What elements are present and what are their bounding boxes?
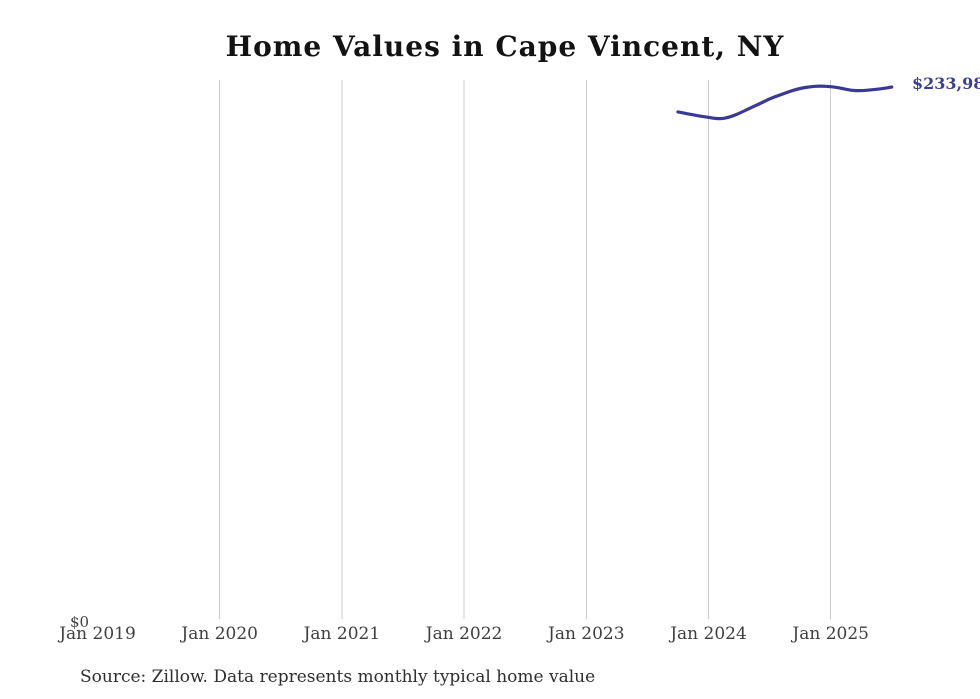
x-tick-label: Jan 2022 xyxy=(425,624,503,644)
x-tick-label: Jan 2021 xyxy=(303,624,381,644)
year-gridlines xyxy=(219,80,832,619)
home-value-series-line xyxy=(676,84,894,121)
chart-title: Home Values in Cape Vincent, NY xyxy=(225,30,785,63)
last-value-label: $233,988 xyxy=(912,74,980,93)
y-axis-zero-label: $0 xyxy=(70,613,90,631)
x-tick-label: Jan 2025 xyxy=(792,624,869,644)
x-tick-label: Jan 2024 xyxy=(670,624,747,644)
source-note: Source: Zillow. Data represents monthly … xyxy=(80,667,596,687)
x-tick-label: Jan 2020 xyxy=(181,624,258,644)
x-tick-label: Jan 2023 xyxy=(548,624,625,644)
x-tick-label: Jan 2019 xyxy=(59,624,136,644)
